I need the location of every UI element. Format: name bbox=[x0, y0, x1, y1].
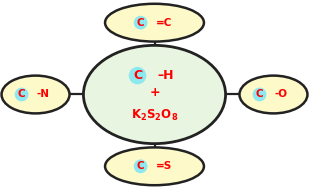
Text: +: + bbox=[149, 86, 160, 99]
Text: -N: -N bbox=[36, 90, 49, 99]
Text: $\mathbf{K_2S_2O_8}$: $\mathbf{K_2S_2O_8}$ bbox=[131, 108, 178, 123]
Ellipse shape bbox=[239, 76, 307, 113]
Text: C: C bbox=[256, 90, 263, 99]
Circle shape bbox=[134, 160, 147, 173]
Ellipse shape bbox=[105, 147, 204, 185]
Text: C: C bbox=[137, 18, 144, 28]
Circle shape bbox=[134, 16, 147, 29]
Text: C: C bbox=[18, 90, 25, 99]
Text: -O: -O bbox=[274, 90, 287, 99]
Text: =C: =C bbox=[155, 18, 172, 28]
Circle shape bbox=[15, 88, 28, 101]
Ellipse shape bbox=[105, 4, 204, 42]
Text: =S: =S bbox=[155, 161, 172, 171]
Circle shape bbox=[129, 67, 146, 84]
Text: –H: –H bbox=[158, 69, 174, 82]
Text: C: C bbox=[137, 161, 144, 171]
Ellipse shape bbox=[2, 76, 70, 113]
Ellipse shape bbox=[83, 45, 226, 144]
Text: C: C bbox=[133, 69, 142, 82]
Circle shape bbox=[253, 88, 266, 101]
